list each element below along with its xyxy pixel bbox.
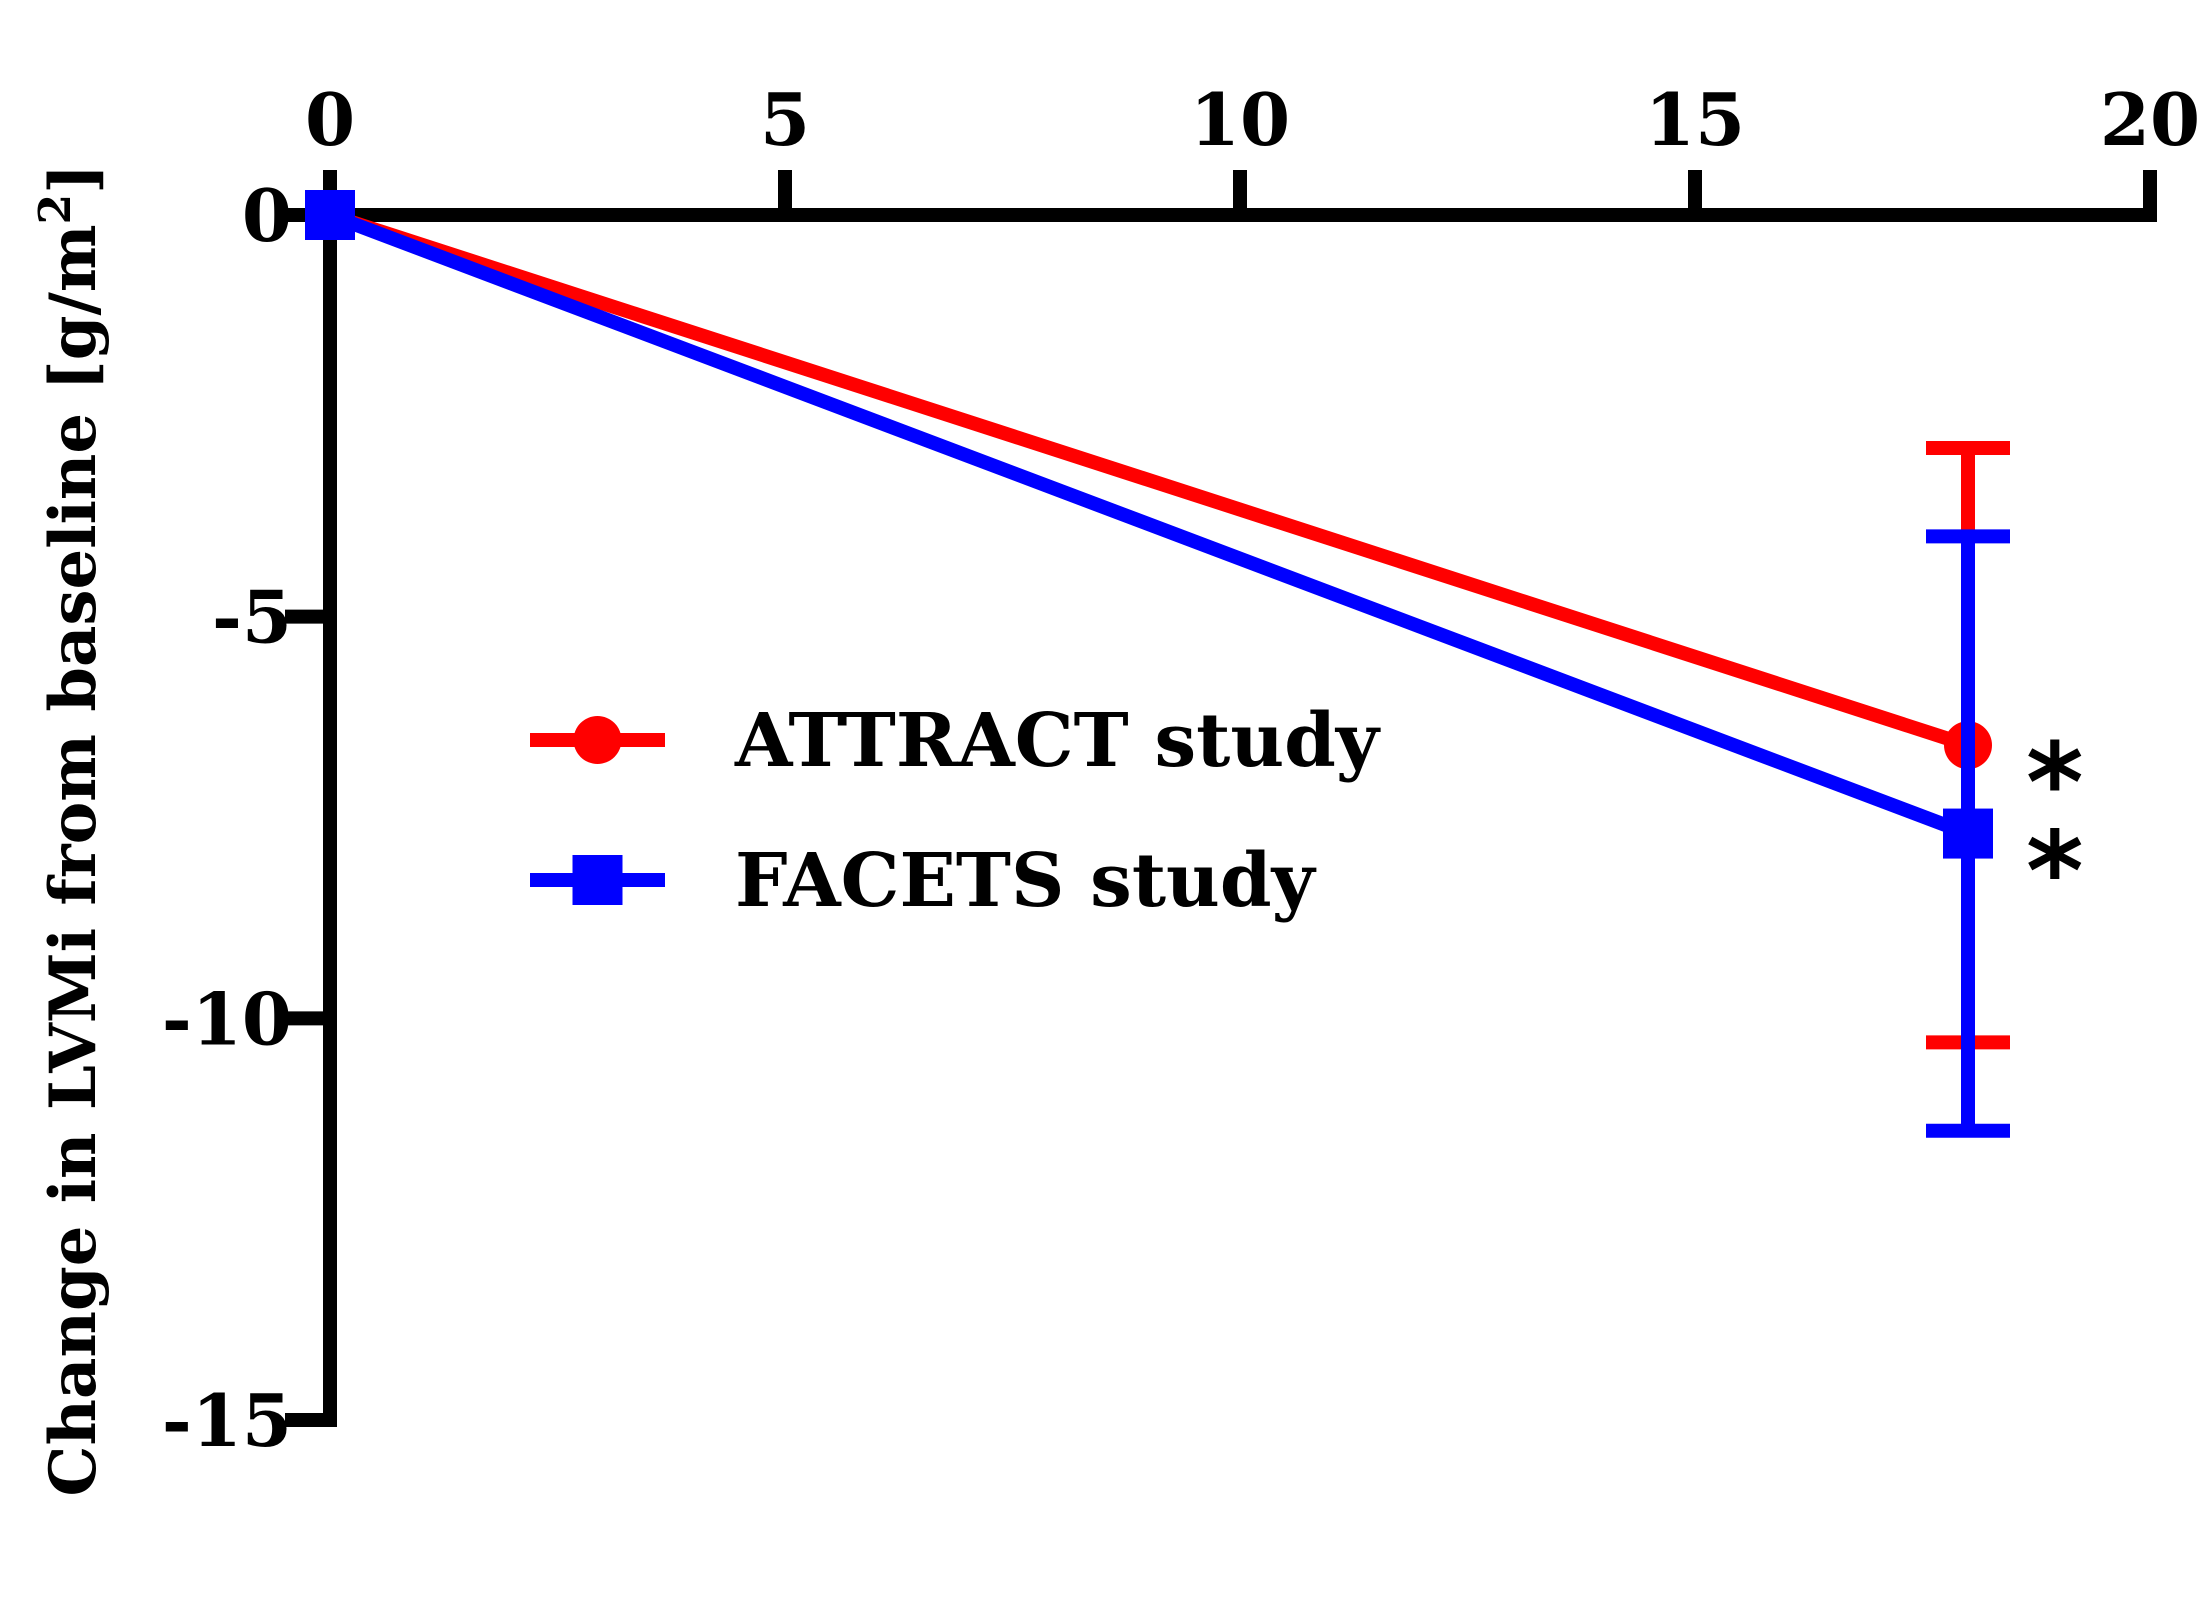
data-point bbox=[305, 190, 355, 240]
significance-annotation: * bbox=[2026, 719, 2084, 847]
legend-label: FACETS study bbox=[735, 838, 1317, 924]
x-tick-label: 20 bbox=[2100, 77, 2200, 162]
series-line bbox=[327, 208, 1971, 752]
data-point bbox=[1943, 808, 1993, 859]
y-axis-label-superscript: 2 bbox=[30, 194, 81, 225]
y-tick-label: 0 bbox=[242, 173, 292, 258]
x-tick-label: 15 bbox=[1645, 77, 1745, 162]
y-tick-label: -5 bbox=[212, 575, 292, 660]
x-axis-ticks: 0 5 10 15 20 bbox=[305, 77, 2200, 222]
legend-label: ATTRACT study bbox=[734, 698, 1381, 784]
y-tick-label: -15 bbox=[162, 1378, 292, 1463]
x-tick-label: 0 bbox=[305, 77, 355, 162]
legend-item: ATTRACT study bbox=[530, 698, 1381, 784]
x-tick-label: 5 bbox=[760, 77, 810, 162]
series-facets-study: * bbox=[305, 190, 2084, 1138]
series-line bbox=[327, 208, 1971, 841]
x-tick-label: 10 bbox=[1190, 77, 1290, 162]
y-axis-label: Change in LVMi from baseline [g/m2] bbox=[30, 164, 112, 1497]
series-layer: ** bbox=[305, 190, 2084, 1138]
legend-item: FACETS study bbox=[530, 838, 1317, 924]
legend-marker bbox=[572, 855, 623, 905]
legend: ATTRACT study FACETS study bbox=[530, 698, 1381, 924]
y-tick-label: -10 bbox=[162, 976, 292, 1061]
significance-annotation: * bbox=[2026, 808, 2084, 936]
y-axis-ticks: 0 -5 -10 -15 bbox=[162, 173, 337, 1463]
legend-marker bbox=[573, 716, 622, 764]
